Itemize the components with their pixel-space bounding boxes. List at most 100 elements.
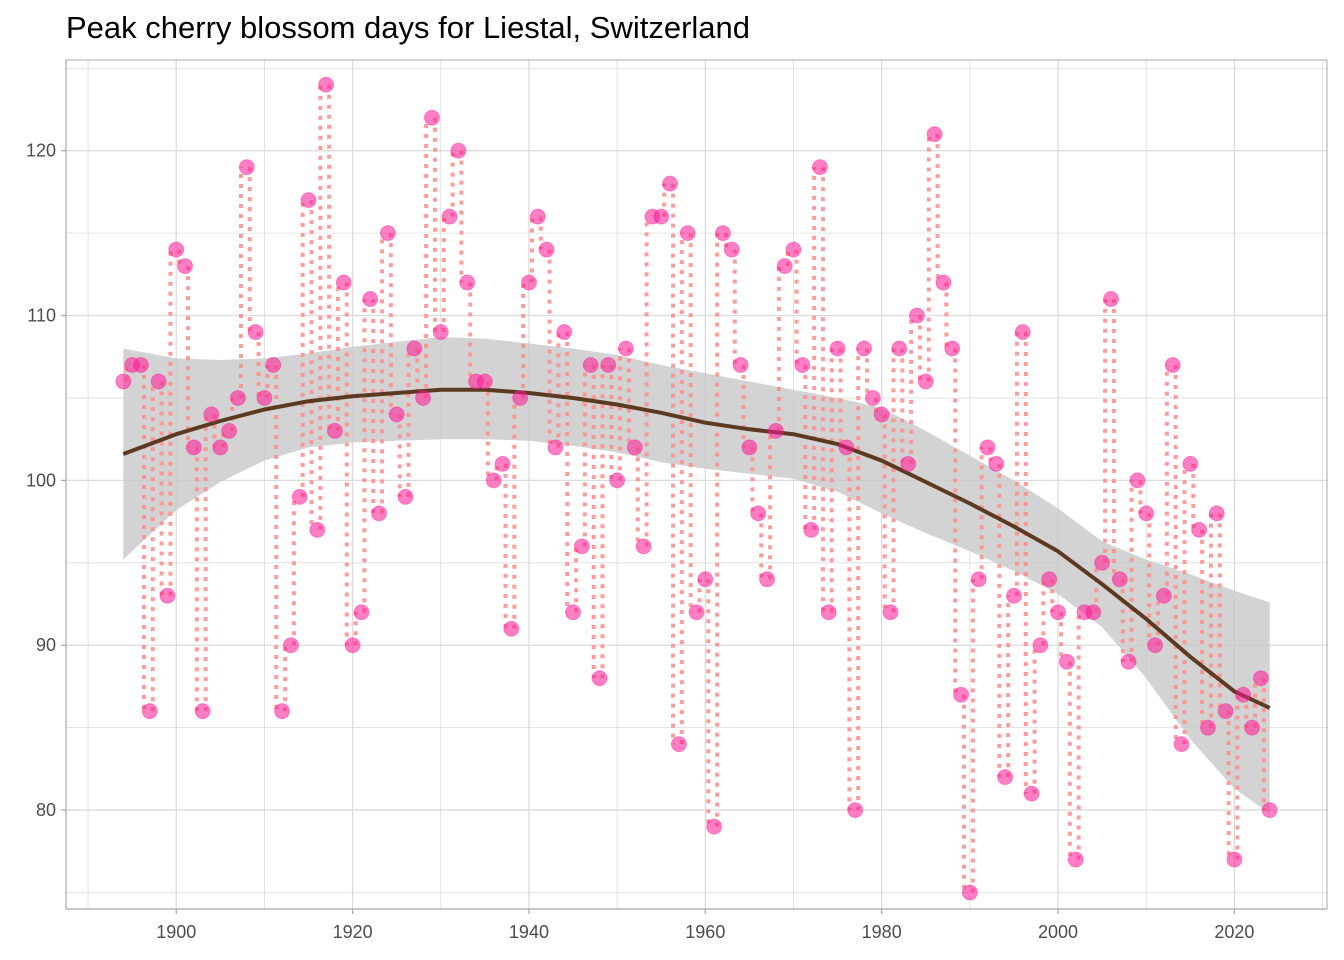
data-point bbox=[917, 373, 934, 390]
x-tick-label: 1940 bbox=[509, 922, 549, 942]
data-point bbox=[1023, 785, 1040, 802]
data-point bbox=[926, 126, 943, 143]
y-tick-label: 90 bbox=[36, 635, 56, 655]
y-tick-label: 120 bbox=[26, 141, 56, 161]
data-point bbox=[670, 736, 687, 753]
data-point bbox=[1102, 291, 1119, 308]
data-point bbox=[309, 521, 326, 538]
data-point bbox=[953, 686, 970, 703]
data-point bbox=[397, 488, 414, 505]
data-point bbox=[935, 274, 952, 291]
data-point bbox=[547, 439, 564, 456]
data-point bbox=[529, 208, 546, 225]
data-point bbox=[1155, 587, 1172, 604]
data-point bbox=[662, 175, 679, 192]
data-point bbox=[838, 439, 855, 456]
data-point bbox=[1111, 571, 1128, 588]
data-point bbox=[811, 159, 828, 176]
data-point bbox=[626, 439, 643, 456]
data-point bbox=[212, 439, 229, 456]
data-point bbox=[159, 587, 176, 604]
data-point bbox=[944, 340, 961, 357]
data-point bbox=[1032, 637, 1049, 654]
data-point bbox=[406, 340, 423, 357]
data-point bbox=[794, 356, 811, 373]
data-point bbox=[229, 389, 246, 406]
data-point bbox=[459, 274, 476, 291]
data-point bbox=[1182, 455, 1199, 472]
data-point bbox=[1191, 521, 1208, 538]
data-point bbox=[864, 389, 881, 406]
plot-panel bbox=[66, 60, 1327, 909]
data-point bbox=[723, 241, 740, 258]
data-point bbox=[1050, 604, 1067, 621]
data-point bbox=[776, 258, 793, 275]
data-point bbox=[759, 571, 776, 588]
data-point bbox=[1005, 587, 1022, 604]
data-point bbox=[291, 488, 308, 505]
data-point bbox=[1252, 670, 1269, 687]
data-point bbox=[1041, 571, 1058, 588]
data-point bbox=[556, 324, 573, 341]
data-point bbox=[979, 439, 996, 456]
data-point bbox=[1164, 356, 1181, 373]
data-point bbox=[591, 670, 608, 687]
chart-title: Peak cherry blossom days for Liestal, Sw… bbox=[66, 10, 751, 45]
data-point bbox=[1120, 653, 1137, 670]
data-point bbox=[873, 406, 890, 423]
data-point bbox=[741, 439, 758, 456]
data-point bbox=[856, 340, 873, 357]
data-point bbox=[256, 389, 273, 406]
data-point bbox=[847, 802, 864, 819]
data-point bbox=[1014, 324, 1031, 341]
data-point bbox=[450, 142, 467, 159]
data-point bbox=[282, 637, 299, 654]
data-point bbox=[714, 225, 731, 242]
x-tick-label: 1980 bbox=[862, 922, 902, 942]
data-point bbox=[706, 818, 723, 835]
data-point bbox=[785, 241, 802, 258]
data-point bbox=[503, 620, 520, 637]
data-point bbox=[803, 521, 820, 538]
axis-layer bbox=[61, 59, 1328, 914]
x-tick-label: 1900 bbox=[156, 922, 196, 942]
data-point bbox=[388, 406, 405, 423]
data-point bbox=[362, 291, 379, 308]
confidence-band bbox=[123, 337, 1270, 814]
data-point bbox=[1147, 637, 1164, 654]
confidence-band-layer bbox=[123, 337, 1270, 814]
data-point bbox=[538, 241, 555, 258]
data-point bbox=[265, 356, 282, 373]
data-point bbox=[565, 604, 582, 621]
data-point bbox=[997, 769, 1014, 786]
data-point bbox=[344, 637, 361, 654]
point-layer bbox=[115, 76, 1278, 901]
data-point bbox=[1244, 719, 1261, 736]
data-point bbox=[1067, 851, 1084, 868]
data-point bbox=[432, 324, 449, 341]
y-tick-label: 100 bbox=[26, 470, 56, 490]
data-point bbox=[326, 422, 343, 439]
data-point bbox=[573, 538, 590, 555]
data-point bbox=[423, 109, 440, 126]
data-point bbox=[141, 703, 158, 720]
y-tick-labels: 80 90 100 110 120 bbox=[26, 141, 56, 820]
smooth-trend-line bbox=[122, 387, 1271, 710]
data-point bbox=[476, 373, 493, 390]
data-point bbox=[168, 241, 185, 258]
data-point bbox=[1235, 686, 1252, 703]
data-point bbox=[750, 505, 767, 522]
data-point bbox=[617, 340, 634, 357]
data-point bbox=[1094, 554, 1111, 571]
data-point bbox=[485, 472, 502, 489]
data-point bbox=[1058, 653, 1075, 670]
data-point bbox=[185, 439, 202, 456]
data-point bbox=[908, 307, 925, 324]
data-point bbox=[1226, 851, 1243, 868]
data-point bbox=[203, 406, 220, 423]
data-point bbox=[1129, 472, 1146, 489]
data-point bbox=[582, 356, 599, 373]
data-point bbox=[900, 455, 917, 472]
data-point bbox=[820, 604, 837, 621]
